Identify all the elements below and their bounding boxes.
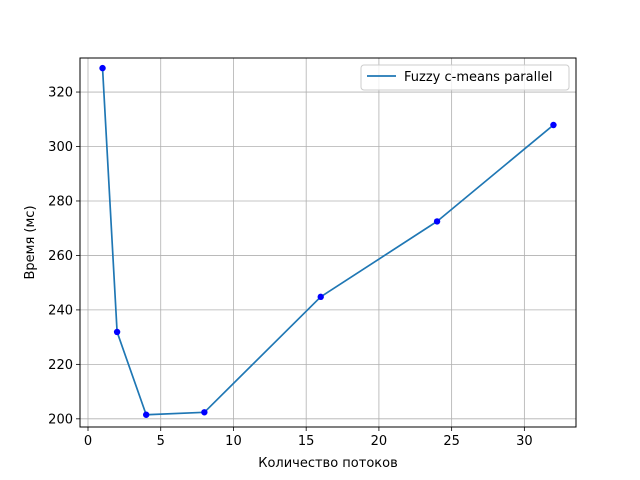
x-tick-label: 5	[157, 434, 165, 449]
ticks: 0 5 10 15 20 25 30 200 220 240 260 280 300 320	[48, 86, 532, 449]
y-tick-label: 320	[48, 86, 73, 101]
x-tick-label: 25	[443, 434, 460, 449]
x-tick-label: 15	[298, 434, 315, 449]
data-point	[113, 328, 121, 336]
y-tick-label: 300	[48, 140, 73, 155]
x-tick-label: 30	[516, 434, 533, 449]
data-point	[99, 64, 106, 72]
y-tick-label: 280	[48, 194, 73, 209]
data-point	[550, 121, 557, 129]
grid	[80, 58, 576, 427]
legend-label: Fuzzy c-means parallel	[404, 70, 552, 85]
series-line	[101, 68, 554, 416]
y-tick-label: 200	[48, 412, 73, 427]
legend: Fuzzy c-means parallel	[360, 64, 570, 91]
x-tick-label: 10	[225, 434, 242, 449]
y-axis-label: Время (мс)	[23, 205, 38, 279]
y-tick-label: 220	[48, 358, 73, 373]
data-point	[433, 218, 441, 225]
y-tick-label: 260	[48, 249, 73, 264]
x-axis-label: Количество потоков	[258, 456, 398, 471]
x-tick-label: 0	[84, 434, 92, 449]
data-point	[201, 409, 208, 416]
data-point	[142, 411, 150, 418]
x-tick-label: 20	[371, 434, 388, 449]
legend-box	[360, 64, 570, 91]
series-layer	[99, 64, 557, 418]
data-point	[317, 293, 324, 301]
y-tick-label: 240	[48, 303, 73, 318]
plot-frame	[79, 57, 577, 428]
